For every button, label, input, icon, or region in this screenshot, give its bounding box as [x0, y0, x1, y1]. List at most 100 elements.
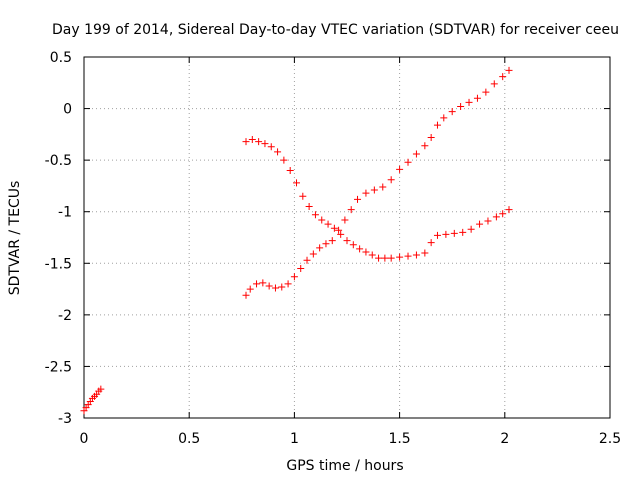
data-point — [242, 291, 250, 299]
data-point — [505, 206, 513, 214]
data-point — [337, 230, 345, 238]
data-point — [303, 256, 311, 264]
y-tick-label: 0 — [63, 102, 72, 118]
data-point — [433, 231, 441, 239]
data-point — [255, 138, 263, 146]
axis-ticks — [83, 56, 611, 419]
data-point — [387, 176, 395, 184]
data-point — [499, 210, 507, 218]
data-point — [311, 211, 319, 219]
data-point — [396, 253, 404, 261]
data-point — [499, 73, 507, 81]
data-point — [412, 251, 420, 259]
x-tick-label: 0.5 — [178, 431, 200, 447]
data-point — [404, 252, 412, 260]
data-point — [354, 195, 362, 203]
data-point — [290, 273, 298, 281]
data-point — [427, 133, 435, 141]
data-point — [450, 229, 458, 237]
data-point — [286, 166, 294, 174]
data-point — [427, 239, 435, 247]
data-point — [97, 385, 105, 393]
x-tick-label: 1.5 — [388, 431, 410, 447]
data-point — [362, 248, 370, 256]
data-point — [505, 66, 513, 74]
data-point — [362, 189, 370, 197]
data-point — [492, 213, 500, 221]
data-point — [370, 186, 378, 194]
data-point — [476, 220, 484, 228]
data-point — [457, 103, 465, 111]
data-point — [328, 237, 336, 245]
data-point — [433, 121, 441, 129]
data-point — [305, 203, 313, 211]
data-point — [248, 136, 256, 144]
x-tick-label: 2.5 — [599, 431, 621, 447]
data-point — [482, 88, 490, 96]
x-tick-label: 0 — [80, 431, 89, 447]
x-tick-label: 2 — [500, 431, 509, 447]
data-point — [297, 264, 305, 272]
data-point — [465, 98, 473, 106]
data-point — [484, 217, 492, 225]
y-tick-label: -3 — [58, 411, 72, 427]
data-point — [467, 225, 475, 233]
data-point — [341, 216, 349, 224]
data-point — [324, 220, 332, 228]
data-point — [404, 158, 412, 166]
data-point — [267, 143, 275, 151]
data-point — [271, 284, 279, 292]
data-point — [490, 80, 498, 88]
y-tick-labels: -3 -2.5 -2 -1.5 -1 -0.5 0 0.5 — [45, 50, 72, 427]
data-point — [381, 254, 389, 262]
data-point — [421, 142, 429, 150]
data-point — [459, 228, 467, 236]
y-tick-label: 0.5 — [50, 50, 72, 66]
data-point — [284, 280, 292, 288]
plot-area-frame — [83, 56, 611, 419]
y-axis-label: SDTVAR / TECUs — [7, 181, 23, 296]
x-tick-labels: 0 0.5 1 1.5 2 2.5 — [80, 431, 622, 447]
data-point — [278, 283, 286, 291]
data-point — [375, 254, 383, 262]
y-tick-label: -1 — [58, 205, 72, 221]
data-point — [349, 241, 357, 249]
data-point — [322, 240, 330, 248]
data-point — [253, 280, 261, 288]
data-point — [473, 94, 481, 102]
data-point — [421, 249, 429, 257]
data-point — [442, 230, 450, 238]
series-satellite-track-1 — [80, 385, 105, 415]
data-point — [259, 279, 267, 287]
data-point — [343, 237, 351, 245]
data-point — [293, 179, 301, 187]
data-point — [396, 165, 404, 173]
data-point — [274, 148, 282, 156]
grid-lines — [84, 57, 610, 418]
y-tick-label: -2.5 — [45, 359, 72, 375]
data-point — [280, 156, 288, 164]
data-point — [242, 138, 250, 146]
data-point — [387, 254, 395, 262]
series-satellite-track-3 — [242, 66, 513, 299]
data-point — [261, 140, 269, 148]
data-point — [335, 226, 343, 234]
y-tick-label: -1.5 — [45, 256, 72, 272]
data-point — [246, 285, 254, 293]
data-point — [299, 192, 307, 200]
data-point — [412, 150, 420, 158]
data-point — [368, 251, 376, 259]
x-axis-label: GPS time / hours — [286, 458, 403, 474]
data-point — [356, 245, 364, 253]
y-tick-label: -0.5 — [45, 153, 72, 169]
data-point — [448, 108, 456, 116]
x-tick-label: 1 — [290, 431, 299, 447]
chart-title: Day 199 of 2014, Sidereal Day-to-day VTE… — [52, 22, 619, 38]
data-point — [440, 114, 448, 122]
data-point — [316, 244, 324, 252]
data-point — [347, 206, 355, 214]
data-point — [309, 250, 317, 258]
series-satellite-track-2 — [242, 136, 513, 262]
